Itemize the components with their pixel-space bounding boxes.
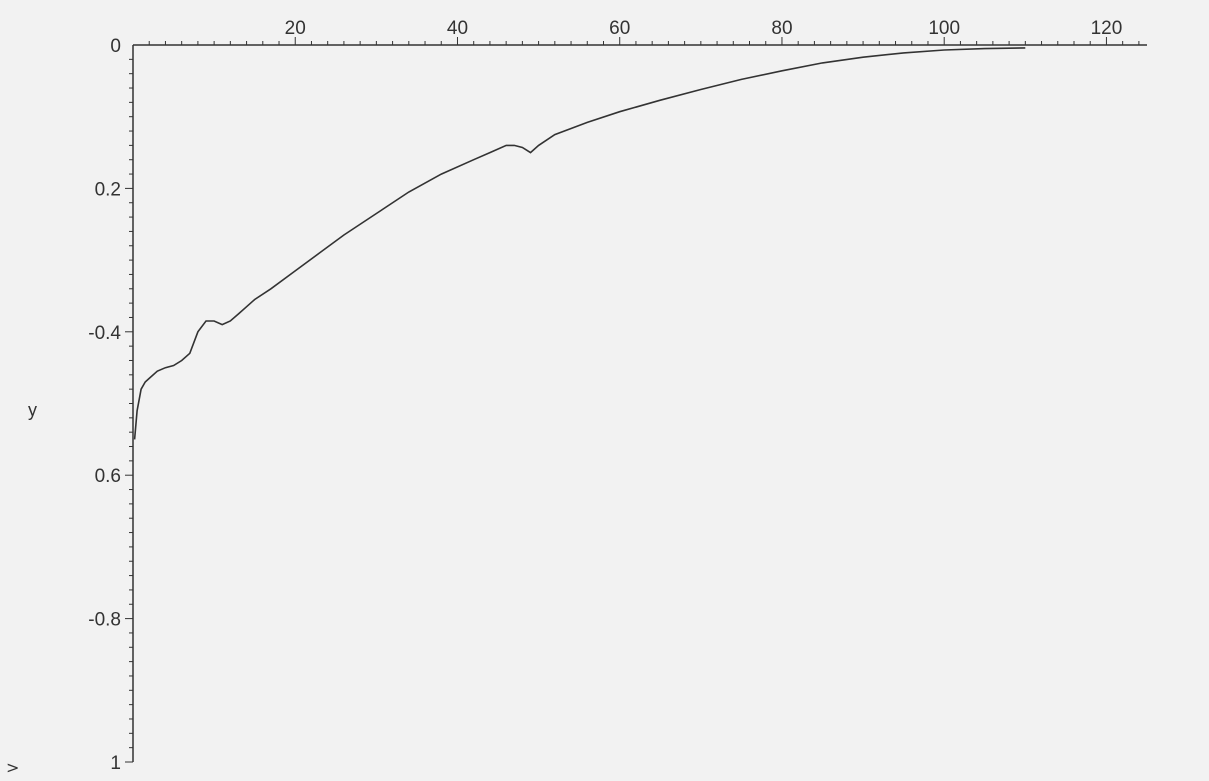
prompt-symbol: > — [6, 758, 20, 777]
y-tick-label: 0.2 — [95, 179, 121, 200]
x-tick-label: 80 — [771, 18, 792, 39]
x-ticks: 20 40 60 80 100 120 — [148, 18, 1140, 45]
x-tick-label: 100 — [928, 18, 960, 39]
y-tick-label: -0.4 — [88, 323, 121, 344]
x-tick-label: 60 — [609, 18, 630, 39]
y-tick-label: 1 — [110, 753, 121, 774]
y-ticks: 0 0.2 -0.4 0.6 -0.8 1 — [88, 36, 133, 774]
x-tick-label: 20 — [285, 18, 306, 39]
y-tick-label: 0 — [110, 36, 121, 57]
x-tick-label: 120 — [1091, 18, 1123, 39]
axes — [132, 44, 1147, 762]
y-tick-label: 0.6 — [95, 466, 121, 487]
series-line — [133, 47, 1026, 440]
x-tick-label: 40 — [447, 18, 468, 39]
y-axis-label: y — [28, 400, 37, 420]
y-tick-label: -0.8 — [88, 610, 121, 631]
